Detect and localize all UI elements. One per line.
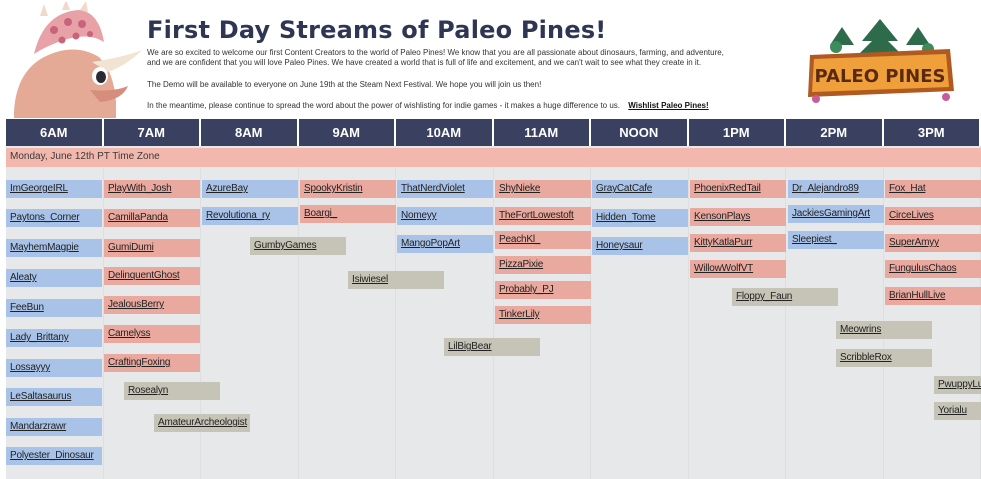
stream-slot-sleepiest[interactable]: Sleepiest_ bbox=[788, 231, 884, 249]
wishlist-link[interactable]: Wishlist Paleo Pines! bbox=[628, 101, 709, 110]
schedule-column bbox=[493, 119, 591, 479]
page-title: First Day Streams of Paleo Pines! bbox=[147, 16, 607, 44]
stream-slot-lossayyy[interactable]: Lossayyy bbox=[6, 359, 102, 377]
hour-header-3pm: 3PM bbox=[883, 119, 981, 146]
stream-slot-camillapanda[interactable]: CamillaPanda bbox=[104, 209, 200, 227]
demo-announcement-text: The Demo will be available to everyone o… bbox=[147, 80, 542, 89]
stream-slot-kittykatlapurr[interactable]: KittyKatlaPurr bbox=[690, 234, 786, 252]
stream-slot-playwith-josh[interactable]: PlayWith_Josh bbox=[104, 180, 200, 198]
stream-slot-mayhemmagpie[interactable]: MayhemMagpie bbox=[6, 239, 102, 257]
stream-slot-circelives[interactable]: CirceLives bbox=[885, 207, 981, 225]
stream-slot-honeysaur[interactable]: Honeysaur bbox=[592, 237, 688, 255]
intro-text-line-2: and we are confident that you will love … bbox=[147, 58, 702, 67]
stream-slot-lady-brittany[interactable]: Lady_Brittany bbox=[6, 329, 102, 347]
stream-slot-pwuppyluv[interactable]: PwuppyLuv bbox=[934, 376, 981, 394]
stream-slot-shynieke[interactable]: ShyNieke bbox=[495, 180, 591, 198]
schedule-column bbox=[396, 119, 494, 479]
stream-slot-feebun[interactable]: FeeBun bbox=[6, 299, 102, 317]
day-label: Monday, June 12th PT Time Zone bbox=[10, 151, 160, 162]
stream-slot-dr-alejandro89[interactable]: Dr_Alejandro89 bbox=[788, 180, 884, 198]
stream-slot-polyester-dinosaur[interactable]: Polyester_Dinosaur bbox=[6, 447, 102, 465]
stream-slot-nomeyy[interactable]: Nomeyy bbox=[397, 207, 493, 225]
stream-slot-yorialu[interactable]: Yorialu bbox=[934, 402, 981, 420]
stream-slot-gumidumi[interactable]: GumiDumi bbox=[104, 239, 200, 257]
stream-slot-imgeorgeirl[interactable]: ImGeorgeIRL bbox=[6, 180, 102, 198]
stream-slot-amateurarcheologist[interactable]: AmateurArcheologist bbox=[154, 414, 250, 432]
hour-header-8am: 8AM bbox=[201, 119, 299, 146]
stream-slot-scribblerox[interactable]: ScribbleRox bbox=[836, 349, 932, 367]
stream-slot-fox-hat[interactable]: Fox_Hat bbox=[885, 180, 981, 198]
paleo-pines-logo: PALEO PINES bbox=[808, 19, 954, 103]
hour-header-1pm: 1PM bbox=[688, 119, 786, 146]
stream-slot-hidden-tome[interactable]: Hidden_Tome bbox=[592, 209, 688, 227]
stream-slot-azurebay[interactable]: AzureBay bbox=[202, 180, 298, 198]
stream-slot-funguluschaos[interactable]: FungulusChaos bbox=[885, 260, 981, 278]
hour-header-2pm: 2PM bbox=[786, 119, 884, 146]
stream-slot-meowrins[interactable]: Meowrins bbox=[836, 321, 932, 339]
day-label-bar: Monday, June 12th PT Time Zone bbox=[6, 148, 981, 167]
hour-header-noon: NOON bbox=[591, 119, 689, 146]
stream-slot-camelyss[interactable]: Camelyss bbox=[104, 325, 200, 343]
stream-slot-tinkerlily[interactable]: TinkerLily bbox=[495, 306, 591, 324]
schedule-grid: 6AM 7AM 8AM 9AM 10AM 11AM NOON 1PM 2PM 3PM Monday… bbox=[6, 119, 981, 479]
stream-slot-floppy-faun[interactable]: Floppy_Faun bbox=[732, 288, 838, 306]
triceratops-mascot-image bbox=[14, 2, 142, 118]
stream-slot-willowwolfvt[interactable]: WillowWolfVT bbox=[690, 260, 786, 278]
hour-header-11am: 11AM bbox=[493, 119, 591, 146]
stream-slot-paytons-corner[interactable]: Paytons_Corner bbox=[6, 209, 102, 227]
stream-slot-brianhulllive[interactable]: BrianHullLive bbox=[885, 287, 981, 305]
stream-slot-phoenixredtail[interactable]: PhoenixRedTail bbox=[690, 180, 786, 198]
stream-slot-thatnerdviolet[interactable]: ThatNerdViolet bbox=[397, 180, 493, 198]
stream-slot-mangopopart[interactable]: MangoPopArt bbox=[397, 235, 493, 253]
stream-slot-boargi[interactable]: Boargi_ bbox=[300, 205, 396, 223]
wishlist-text: In the meantime, please continue to spre… bbox=[147, 101, 709, 111]
stream-slot-jealousberry[interactable]: JealousBerry bbox=[104, 296, 200, 314]
hour-header-10am: 10AM bbox=[396, 119, 494, 146]
stream-slot-jackiesgamingart[interactable]: JackiesGamingArt bbox=[788, 205, 884, 223]
wishlist-description: In the meantime, please continue to spre… bbox=[147, 101, 621, 110]
stream-slot-mandarzrawr[interactable]: Mandarzrawr bbox=[6, 418, 102, 436]
stream-slot-lesaltasaurus[interactable]: LeSaltasaurus bbox=[6, 388, 102, 406]
stream-slot-aleaty[interactable]: Aleaty bbox=[6, 269, 102, 287]
stream-slot-superamyy[interactable]: SuperAmyy bbox=[885, 234, 981, 252]
stream-slot-probably-pj[interactable]: Probably_PJ bbox=[495, 281, 591, 299]
stream-slot-isiwiesel[interactable]: Isiwiesel bbox=[348, 271, 444, 289]
stream-slot-spookykristin[interactable]: SpookyKristin bbox=[300, 180, 396, 198]
hour-header-7am: 7AM bbox=[103, 119, 201, 146]
stream-slot-kensonplays[interactable]: KensonPlays bbox=[690, 208, 786, 226]
stream-slot-revolutiona-ry[interactable]: Revolutiona_ry bbox=[202, 207, 298, 225]
header: First Day Streams of Paleo Pines! We are… bbox=[0, 0, 981, 119]
stream-slot-delinquentghost[interactable]: DelinquentGhost bbox=[104, 267, 200, 285]
stream-slot-graycatcafe[interactable]: GrayCatCafe bbox=[592, 180, 688, 198]
stream-slot-gumbygames[interactable]: GumbyGames bbox=[250, 237, 346, 255]
stream-slot-pizzapixie[interactable]: PizzaPixie bbox=[495, 256, 591, 274]
intro-text-line-1: We are so excited to welcome our first C… bbox=[147, 48, 724, 57]
stream-slot-thefortlowestoft[interactable]: TheFortLowestoft bbox=[495, 207, 591, 225]
schedule-column bbox=[591, 119, 689, 479]
hour-header-6am: 6AM bbox=[6, 119, 104, 146]
stream-slot-rosealyn[interactable]: Rosealyn bbox=[124, 382, 220, 400]
stream-slot-lilbigbear[interactable]: LilBigBear bbox=[444, 338, 540, 356]
stream-slot-peachkl[interactable]: PeachKl_ bbox=[495, 231, 591, 249]
hour-header-9am: 9AM bbox=[298, 119, 396, 146]
svg-text:PALEO PINES: PALEO PINES bbox=[814, 66, 945, 87]
stream-slot-craftingfoxing[interactable]: CraftingFoxing bbox=[104, 354, 200, 372]
schedule-column bbox=[298, 119, 396, 479]
